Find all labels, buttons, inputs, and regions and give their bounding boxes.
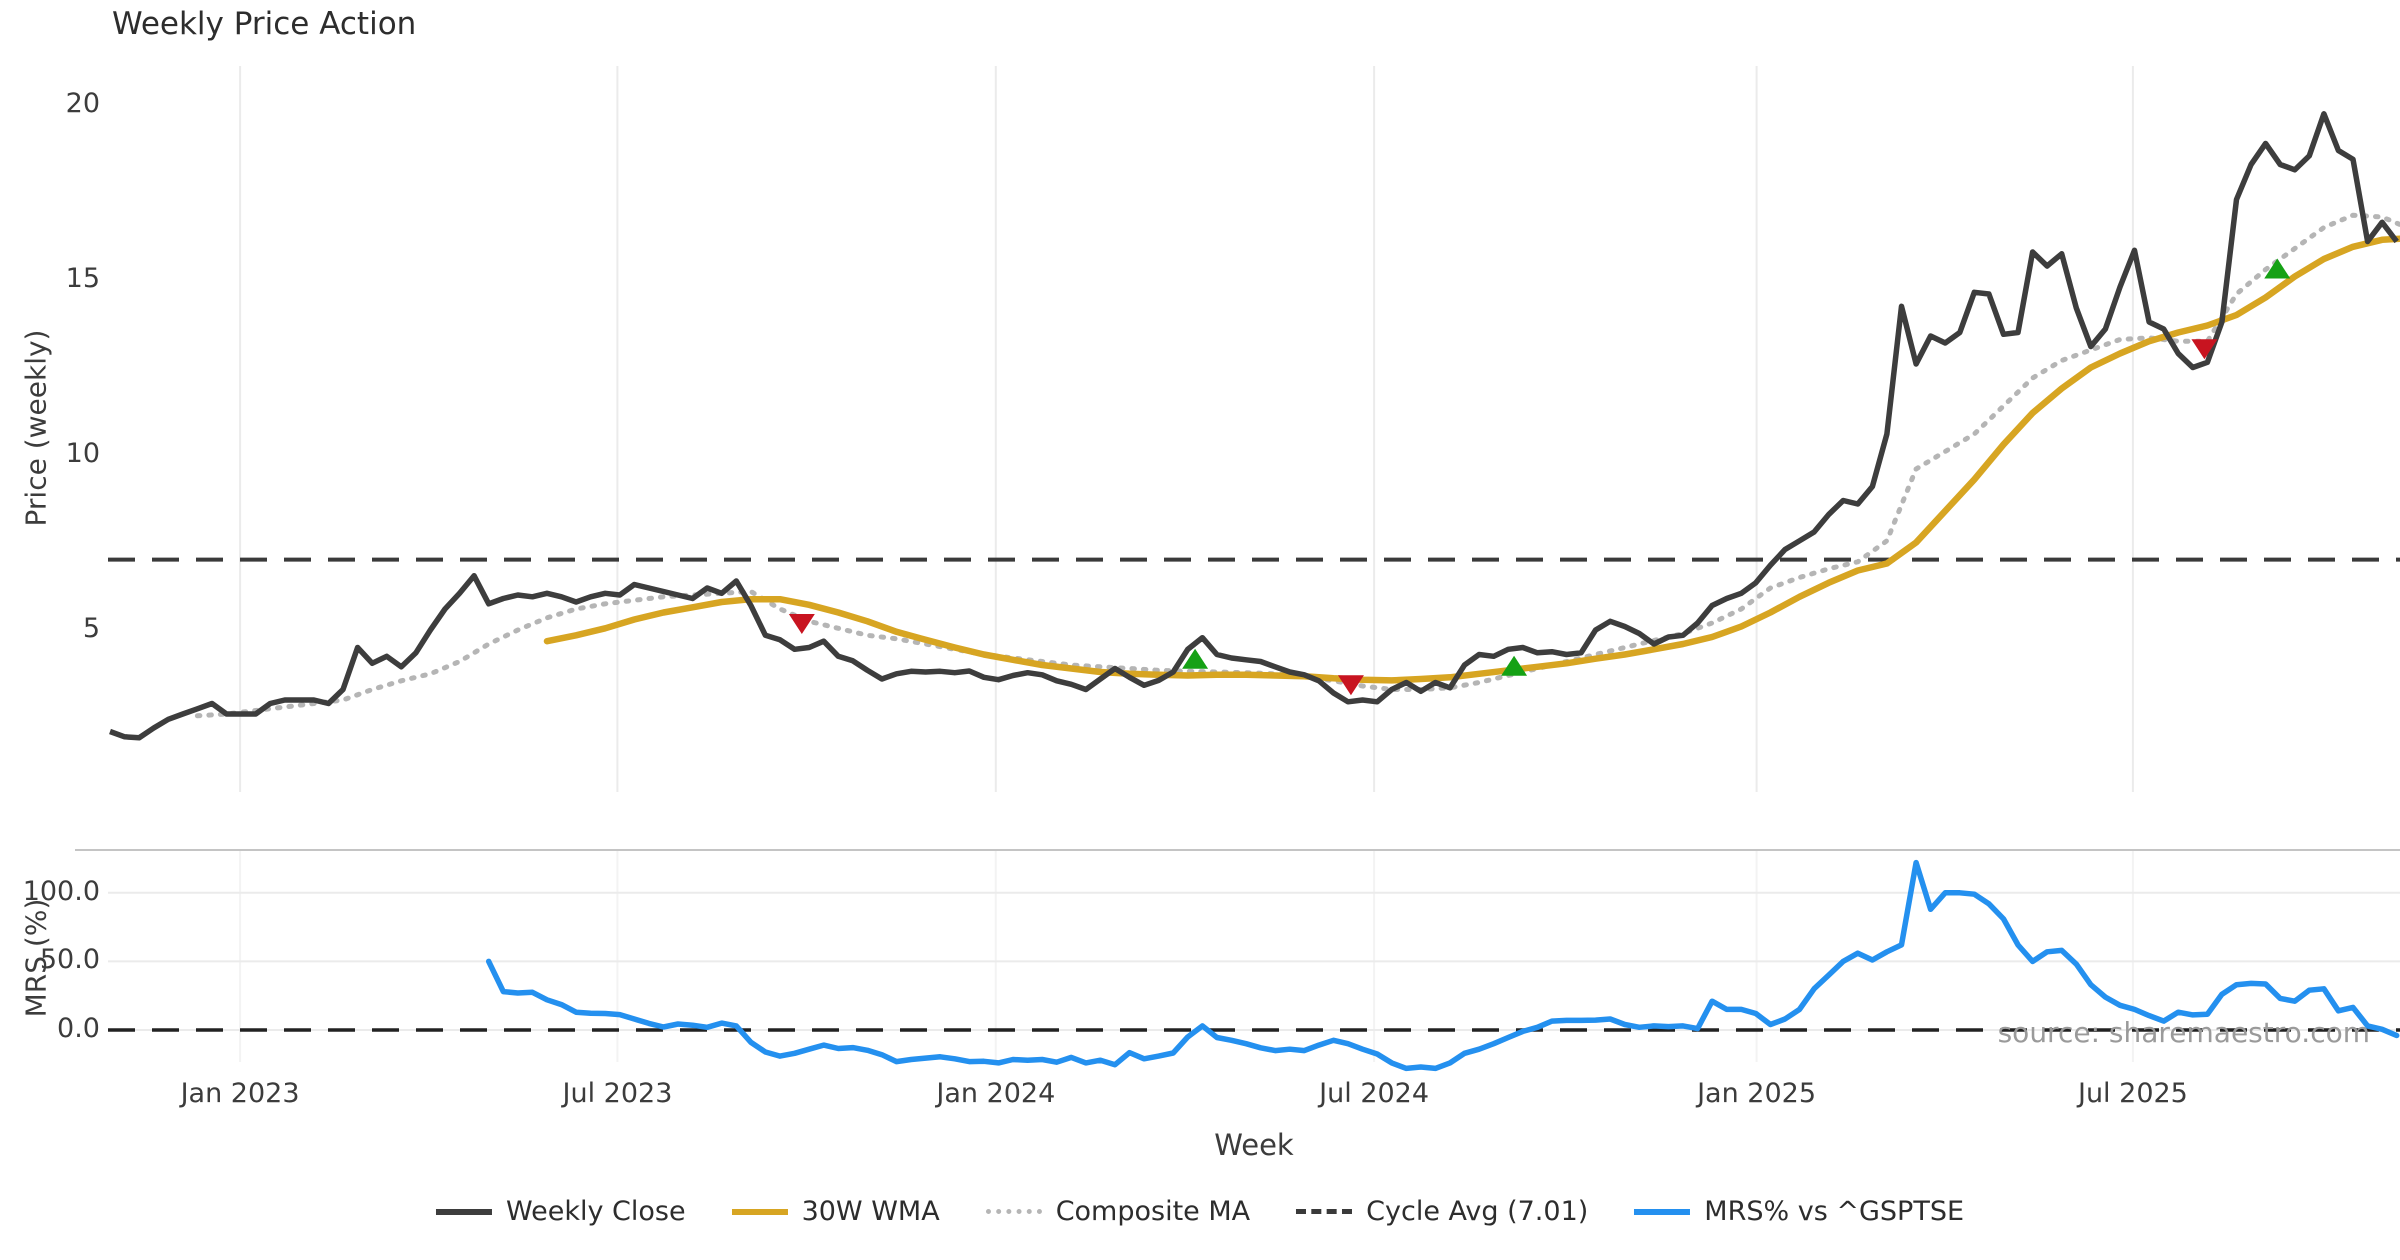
legend-item: Weekly Close [435,1196,686,1227]
x-tick-label: Jan 2025 [1697,1078,1817,1109]
price-tick-label: 20 [65,88,100,119]
weekly-close-line [109,111,2399,741]
price-tick-label: 10 [65,438,100,469]
legend-line-swatch-icon [1296,1209,1353,1214]
legend-label: Cycle Avg (7.01) [1366,1196,1589,1227]
chart-legend: Weekly Close 30W WMA Composite MA Cycle Avg… [435,1196,1964,1227]
buy-marker-icon [1501,655,1528,676]
x-tick-label: Jul 2025 [2077,1078,2188,1109]
price-axis-label: Price (weekly) [19,329,53,527]
legend-label: 30W WMA [801,1196,940,1227]
chart-title: Weekly Price Action [112,6,417,42]
mrs-tick-label: 0.0 [57,1013,100,1044]
legend-item: MRS% vs ^GSPTSE [1634,1196,1964,1227]
legend-label: Composite MA [1055,1196,1251,1227]
legend-item: 30W WMA [731,1196,940,1227]
buy-marker-icon [1182,648,1209,669]
legend-line-swatch-icon [1634,1208,1691,1215]
sell-marker-icon [1337,675,1364,696]
legend-line-swatch-icon [731,1208,788,1215]
sell-marker-icon [788,614,815,634]
legend-line-swatch-icon [435,1208,492,1215]
buy-marker-icon [2264,258,2291,279]
legend-label: Weekly Close [505,1196,686,1227]
mrs-line [485,859,2400,1072]
x-tick-label: Jan 2023 [180,1078,300,1109]
sell-marker-icon [2191,339,2218,360]
x-tick-label: Jul 2024 [1319,1078,1430,1109]
price-tick-label: 15 [65,263,100,294]
x-tick-label: Jul 2023 [562,1078,673,1109]
x-tick-label: Jan 2024 [936,1078,1056,1109]
source-watermark: source: sharemaestro.com [1997,1016,2370,1049]
legend-line-swatch-icon [985,1209,1042,1214]
legend-item: Composite MA [985,1196,1251,1227]
legend-item: Cycle Avg (7.01) [1296,1196,1588,1227]
price-tick-label: 5 [82,613,100,644]
mrs-tick-label: 50.0 [39,944,100,976]
mrs-tick-label: 100.0 [22,875,100,907]
wma-30w-line [543,235,2400,684]
x-axis-label: Week [1214,1128,1294,1162]
legend-label: MRS% vs ^GSPTSE [1704,1196,1965,1227]
